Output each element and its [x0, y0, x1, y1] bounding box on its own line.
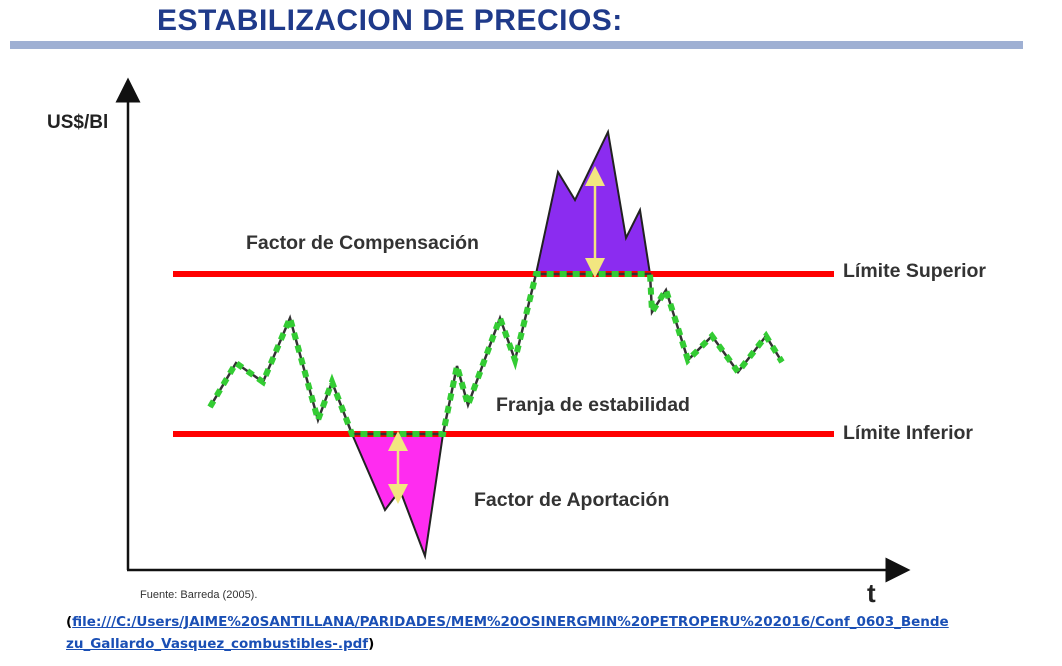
- footer-open-paren: (: [66, 614, 73, 630]
- footer-close-paren: ): [368, 636, 375, 652]
- source-note: Fuente: Barreda (2005).: [140, 589, 257, 601]
- contribution-label: Factor de Aportación: [474, 489, 669, 511]
- y-axis-label: US$/Bl: [47, 112, 108, 133]
- source-link-part-1[interactable]: file:///C:/Users/JAIME%20SANTILLANA/PARI…: [72, 614, 949, 630]
- footer-link-line-2: zu_Gallardo_Vasquez_combustibles-.pdf): [66, 634, 1006, 655]
- footer-link-line-1: (file:///C:/Users/JAIME%20SANTILLANA/PAR…: [66, 612, 1006, 633]
- page-title: ESTABILIZACION DE PRECIOS:: [157, 4, 623, 37]
- source-link-part-2[interactable]: zu_Gallardo_Vasquez_combustibles-.pdf: [66, 636, 369, 652]
- compensation-area: [534, 128, 652, 275]
- x-axis-label: t: [867, 578, 876, 608]
- price-path-dashes: [207, 271, 785, 437]
- title-underline: [10, 41, 1023, 49]
- stability-band-label: Franja de estabilidad: [496, 394, 690, 416]
- compensation-label: Factor de Compensación: [246, 232, 479, 254]
- upper-limit-label: Límite Superior: [843, 260, 986, 282]
- lower-limit-label: Límite Inferior: [843, 422, 973, 444]
